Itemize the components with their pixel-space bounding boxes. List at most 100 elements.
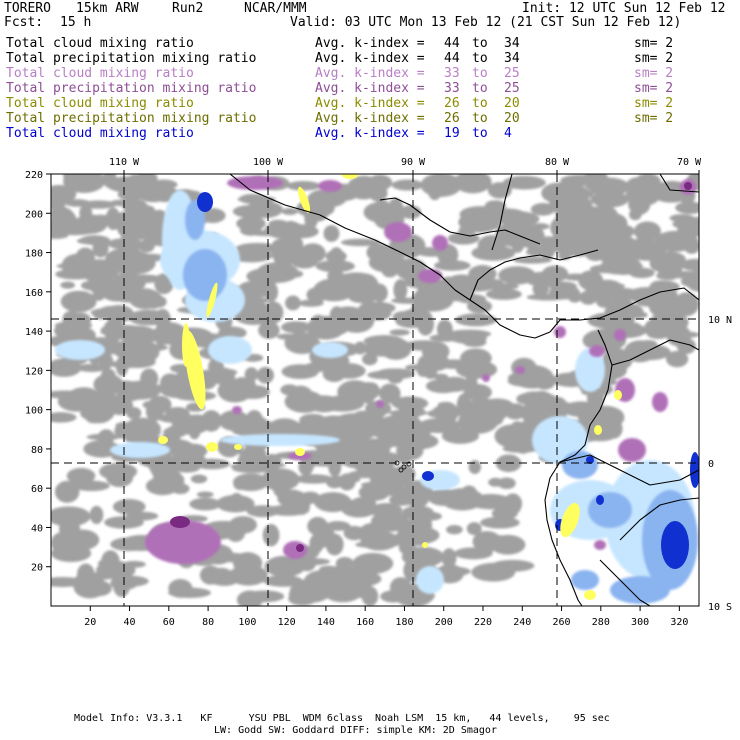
blue-cloud-blob — [610, 576, 670, 604]
gray-cloud-blob — [666, 350, 689, 368]
yellow-precip-blob — [560, 502, 580, 538]
gray-cloud-blob — [230, 462, 264, 471]
gray-cloud-blob — [449, 331, 487, 344]
gray-cloud-blob — [196, 491, 214, 498]
longitude-label: 80 W — [545, 157, 570, 168]
purple-precip-blob — [515, 366, 525, 374]
gray-cloud-blob — [490, 559, 535, 572]
gray-cloud-blob — [207, 569, 241, 586]
gray-cloud-blob — [314, 492, 352, 513]
y-tick-label: 60 — [31, 484, 43, 495]
gray-cloud-blob — [281, 208, 298, 216]
gray-cloud-blob — [466, 522, 482, 536]
gray-cloud-blob — [136, 183, 171, 203]
y-tick-label: 220 — [25, 170, 43, 181]
gray-cloud-blob — [151, 384, 186, 393]
gray-cloud-blob — [201, 410, 222, 432]
init-time: Init: 12 UTC Sun 12 Feb 12 — [522, 1, 726, 16]
x-tick-label: 100 — [238, 617, 256, 628]
gray-cloud-blob — [287, 247, 302, 256]
gray-cloud-blob — [89, 214, 112, 224]
gray-cloud-blob — [382, 452, 400, 463]
gray-cloud-blob — [536, 400, 575, 417]
purple-precip-blob — [589, 345, 605, 357]
dark-blue-cloud-blob — [586, 456, 594, 464]
gray-cloud-blob — [391, 179, 424, 191]
gray-cloud-blob — [654, 230, 697, 252]
run-label: Run2 — [172, 1, 204, 16]
yellow-precip-blob — [422, 542, 428, 548]
coastline — [549, 287, 699, 333]
x-tick-label: 320 — [670, 617, 688, 628]
gray-cloud-blob — [388, 466, 415, 480]
gray-cloud-blob — [256, 366, 274, 384]
dark-blue-cloud-blob — [422, 471, 434, 481]
gray-cloud-blob — [657, 262, 677, 272]
coastline — [469, 249, 599, 301]
plot-frame — [50, 173, 700, 607]
gray-cloud-blob — [435, 359, 473, 370]
gray-cloud-blob — [89, 505, 104, 525]
y-tick-label: 200 — [25, 209, 43, 220]
dark-purple-precip-blob — [684, 182, 692, 190]
gray-cloud-blob — [436, 319, 453, 339]
longitude-label: 110 W — [109, 157, 140, 168]
gray-cloud-blob — [368, 184, 388, 202]
gray-cloud-blob — [468, 460, 482, 474]
gray-cloud-blob — [595, 174, 609, 191]
latitude-label: 10 N — [708, 315, 732, 326]
gray-cloud-blob — [271, 240, 288, 263]
gray-cloud-blob — [51, 199, 66, 212]
gray-cloud-blob — [116, 279, 143, 287]
x-tick-label: 60 — [163, 617, 175, 628]
legend-k-low: 20 — [504, 111, 520, 126]
gray-cloud-blob — [460, 350, 488, 364]
gray-cloud-blob — [298, 299, 324, 307]
gray-cloud-blob — [502, 175, 546, 190]
gray-cloud-blob — [241, 415, 269, 436]
x-tick-label: 300 — [631, 617, 649, 628]
legend-field-name: Total precipitation mixing ratio — [6, 51, 257, 66]
gray-cloud-blob — [605, 309, 636, 328]
gray-cloud-blob — [110, 537, 149, 552]
purple-precip-blob — [145, 520, 221, 564]
yellow-precip-blob — [584, 590, 596, 600]
gray-cloud-blob — [320, 395, 365, 412]
coastline — [491, 174, 513, 251]
x-tick-label: 220 — [474, 617, 492, 628]
gray-cloud-blob — [352, 552, 394, 574]
legend-to: to — [472, 126, 488, 141]
legend-k-low: 20 — [504, 96, 520, 111]
gray-cloud-blob — [304, 593, 318, 603]
gray-cloud-blob — [429, 334, 461, 342]
gray-cloud-blob — [633, 221, 661, 242]
gray-cloud-blob — [411, 300, 428, 321]
gray-cloud-blob — [370, 511, 409, 532]
legend-to: to — [472, 66, 488, 81]
y-tick-label: 120 — [25, 366, 43, 377]
gray-cloud-blob — [371, 283, 388, 303]
legend-k-high: 26 — [444, 111, 460, 126]
legend-field-name: Total cloud mixing ratio — [6, 126, 194, 141]
legend-k-high: 33 — [444, 66, 460, 81]
legend-k-high: 44 — [444, 51, 460, 66]
gray-cloud-blob — [145, 401, 164, 422]
gray-cloud-blob — [104, 247, 148, 270]
gray-cloud-blob — [281, 321, 312, 334]
gray-cloud-blob — [367, 370, 405, 380]
gray-cloud-blob — [548, 285, 580, 300]
legend-k-high: 44 — [444, 36, 460, 51]
x-tick-label: 20 — [84, 617, 96, 628]
gray-cloud-blob — [98, 352, 114, 370]
gray-cloud-blob — [472, 174, 485, 191]
gray-cloud-blob — [469, 494, 513, 510]
gray-cloud-blob — [483, 243, 500, 260]
gray-cloud-blob — [595, 247, 610, 261]
legend-avg-label: Avg. k-index = — [315, 66, 425, 81]
gray-cloud-blob — [427, 488, 461, 506]
gray-cloud-blob — [393, 279, 408, 301]
gray-cloud-blob — [396, 441, 424, 461]
blue-cloud-blob — [588, 492, 632, 528]
x-tick-label: 200 — [435, 617, 453, 628]
gray-cloud-blob — [454, 547, 493, 560]
